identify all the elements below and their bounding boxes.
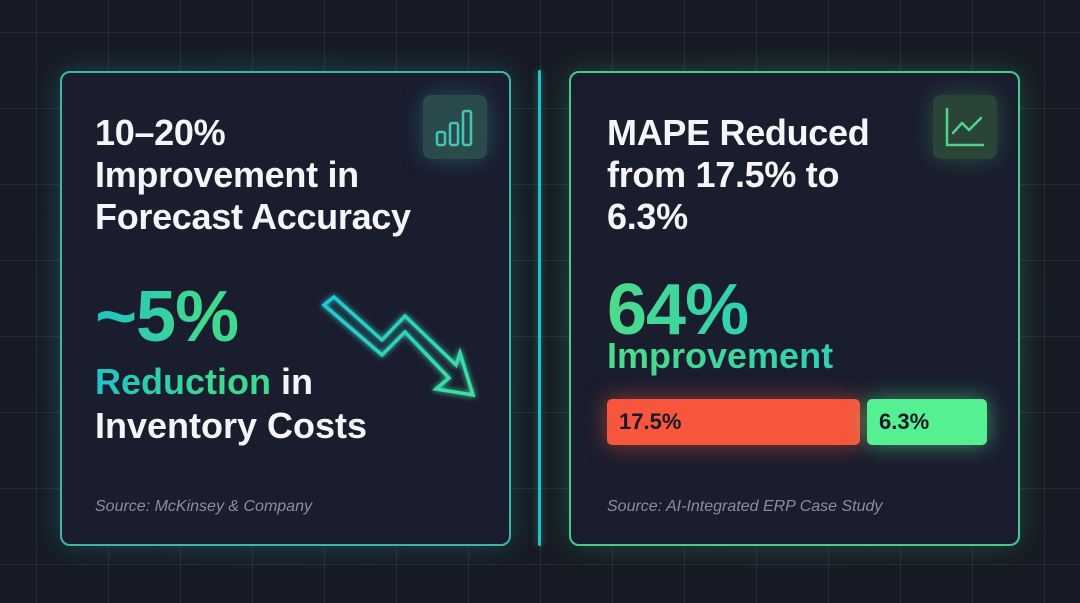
source-note: Source: AI-Integrated ERP Case Study bbox=[607, 498, 883, 515]
inventory-stat-label: Reduction in Inventory Costs bbox=[95, 360, 475, 448]
improvement-stat-label: Improvement bbox=[607, 335, 834, 376]
card-title: MAPE Reduced from 17.5% to 6.3% bbox=[607, 112, 870, 237]
vertical-divider bbox=[538, 70, 541, 546]
bar-chart-icon bbox=[423, 95, 487, 159]
mape-after-bar: 6.3% bbox=[867, 399, 987, 445]
stat-rest: in Inventory Costs bbox=[95, 361, 368, 446]
line-chart-icon bbox=[933, 95, 997, 159]
trending-down-arrow-icon bbox=[321, 294, 476, 398]
source-note: Source: McKinsey & Company bbox=[95, 498, 312, 515]
inventory-stat-value: ~5% bbox=[95, 277, 239, 357]
stat-highlight: Reduction bbox=[95, 361, 271, 402]
improvement-stat-value: 64% bbox=[607, 270, 749, 350]
forecast-accuracy-card: 10–20% Improvement in Forecast Accuracy … bbox=[60, 71, 511, 546]
card-title: 10–20% Improvement in Forecast Accuracy bbox=[95, 112, 411, 237]
mape-before-bar: 17.5% bbox=[607, 399, 860, 445]
mape-card: MAPE Reduced from 17.5% to 6.3% 64% Impr… bbox=[569, 71, 1020, 546]
